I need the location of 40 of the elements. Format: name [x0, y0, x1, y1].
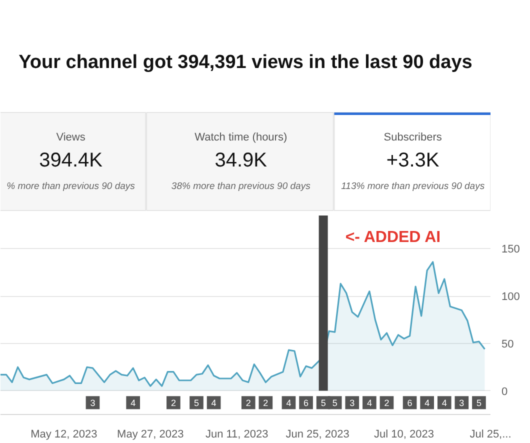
x-tick-label: Jul 10, 2023	[374, 428, 434, 440]
y-tick-label: 0	[502, 386, 508, 398]
x-tick-label: Jul 25,...	[470, 428, 512, 440]
y-tick-label: 50	[502, 338, 514, 350]
text: 34.9K	[214, 150, 268, 172]
annotation: 5	[320, 398, 326, 408]
annotation: 3	[90, 398, 96, 408]
annotation: 4	[211, 398, 216, 408]
x-tick-label: May 12, 2023	[30, 428, 98, 440]
text: 394.4K	[39, 150, 104, 172]
text: Your channel got 394,391 views in the last 90 days	[18, 52, 472, 73]
category-label: Subscribers	[384, 132, 442, 144]
ref-line-label: <- ADDED AI	[345, 229, 441, 246]
annotation: 6	[304, 398, 309, 408]
x-tick-label: Jun 11, 2023	[205, 428, 268, 440]
annotation: 5	[194, 398, 200, 408]
text: +3.3K	[386, 150, 440, 172]
annotation: 6	[407, 398, 412, 408]
text: 38% more than previous 90 days	[171, 181, 311, 192]
annotation: 2	[384, 398, 390, 408]
annotation: 2	[246, 398, 251, 408]
annotation: 5	[332, 398, 338, 408]
y-tick-label: 100	[502, 291, 520, 304]
annotation: 2	[170, 398, 176, 408]
annotation: 3	[350, 398, 355, 408]
category-label: Views	[56, 132, 86, 144]
annotation: 4	[366, 398, 372, 408]
annotation: 3	[459, 398, 464, 408]
annotation: 4	[424, 398, 430, 408]
text: 113% more than previous 90 days	[341, 181, 485, 192]
x-tick-label: May 27, 2023	[117, 428, 184, 440]
annotation: 2	[263, 398, 268, 408]
annotation: 5	[476, 398, 482, 408]
y-tick-label: 150	[502, 244, 520, 256]
annotation: 4	[286, 398, 292, 408]
category-label: Watch time (hours)	[194, 132, 288, 144]
text: % more than previous 90 days	[6, 181, 136, 192]
x-tick-label: Jun 25, 2023	[286, 428, 350, 440]
annotation: 4	[442, 398, 447, 408]
annotation: 4	[130, 398, 136, 408]
